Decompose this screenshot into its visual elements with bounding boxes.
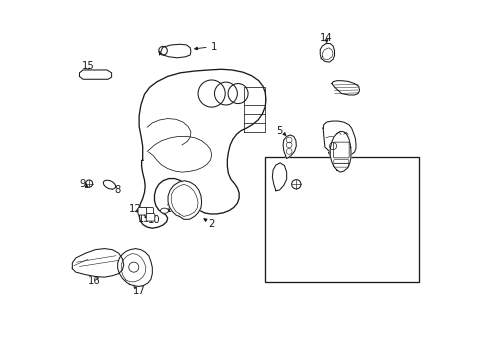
Ellipse shape [103, 180, 115, 189]
Text: 12: 12 [129, 204, 142, 214]
Text: 14: 14 [320, 33, 332, 43]
Polygon shape [159, 44, 190, 58]
Text: 4: 4 [285, 189, 292, 199]
Polygon shape [331, 81, 359, 95]
Polygon shape [118, 249, 152, 287]
Polygon shape [272, 163, 286, 191]
Text: 10: 10 [148, 215, 161, 225]
Text: 2: 2 [208, 219, 214, 229]
Text: 11: 11 [165, 204, 178, 214]
Text: 16: 16 [87, 276, 100, 286]
Text: 15: 15 [81, 61, 94, 71]
Polygon shape [320, 44, 334, 62]
FancyBboxPatch shape [138, 207, 146, 215]
Bar [264, 157, 418, 282]
Polygon shape [283, 135, 296, 158]
Text: 8: 8 [114, 185, 121, 195]
Text: 13: 13 [137, 213, 150, 224]
Polygon shape [329, 131, 350, 172]
FancyBboxPatch shape [144, 207, 153, 216]
Text: 17: 17 [333, 156, 346, 165]
Text: 16: 16 [338, 82, 351, 92]
Text: 17: 17 [132, 286, 145, 296]
Text: 9: 9 [80, 179, 86, 189]
Polygon shape [80, 70, 111, 79]
Polygon shape [323, 121, 355, 156]
Polygon shape [139, 69, 265, 228]
Text: 5: 5 [276, 126, 282, 136]
Text: 3: 3 [326, 143, 332, 153]
Text: 7: 7 [362, 264, 368, 274]
Ellipse shape [160, 208, 168, 213]
Polygon shape [72, 249, 123, 277]
Text: 1: 1 [210, 42, 217, 52]
Polygon shape [168, 181, 201, 219]
FancyBboxPatch shape [146, 213, 155, 221]
Text: 6: 6 [265, 189, 271, 199]
